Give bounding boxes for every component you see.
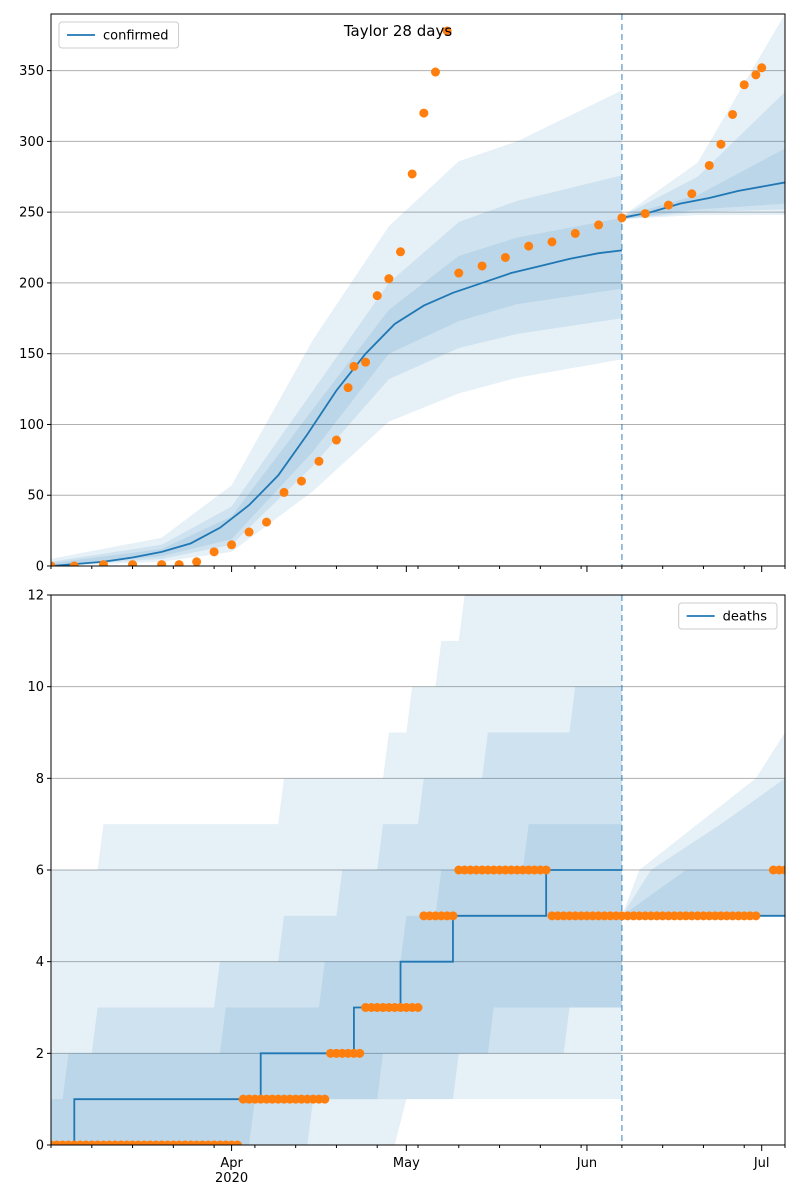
confirmed-panel: 0 50 100 150 200 250 300 350 confirmed <box>19 13 786 575</box>
uncertainty-band-inner <box>51 824 622 1145</box>
observed-point <box>704 160 714 170</box>
y-tick-label: 200 <box>19 276 44 291</box>
y-tick-label: 0 <box>36 1139 44 1154</box>
uncertainty-band-forecast-outer <box>621 732 785 916</box>
y-tick-label: 100 <box>19 418 44 433</box>
y-tick-label: 300 <box>19 135 44 150</box>
observed-point <box>617 213 627 223</box>
observed-point <box>570 228 580 238</box>
observed-point <box>396 247 406 257</box>
observed-point <box>192 557 202 566</box>
observed-point <box>69 561 79 566</box>
x-tick-label: Apr <box>220 1156 243 1171</box>
uncertainty-band-forecast-inner <box>621 148 785 220</box>
observed-point <box>500 252 510 262</box>
y-tick-label: 250 <box>19 206 44 221</box>
observed-point <box>384 274 394 284</box>
uncertainty-band-outer <box>51 90 622 566</box>
observed-point <box>413 1003 423 1012</box>
observed-points <box>51 26 767 566</box>
legend-box <box>58 21 180 49</box>
legend-box <box>678 602 778 630</box>
uncertainty-band-middle <box>51 175 622 566</box>
median-line <box>51 249 622 566</box>
uncertainty-band-outer <box>51 595 622 1145</box>
observed-point <box>448 911 458 921</box>
legend: deaths <box>678 602 778 630</box>
observed-point <box>209 547 219 557</box>
observed-point <box>594 220 604 230</box>
y-tick-label: 6 <box>36 864 44 879</box>
observed-point <box>372 291 382 301</box>
observed-point <box>640 209 650 219</box>
uncertainty-band-forecast-middle <box>621 778 785 916</box>
x-tick-label: May <box>393 1156 420 1171</box>
observed-point <box>728 109 738 119</box>
x-tick-sublabel: 2020 <box>215 1171 248 1186</box>
chart-title: Taylor 28 days <box>343 22 452 40</box>
y-tick-label: 8 <box>36 772 44 787</box>
uncertainty-band-middle <box>51 686 622 1145</box>
observed-point <box>262 517 272 527</box>
legend-label: confirmed <box>103 29 169 44</box>
observed-point <box>454 268 464 278</box>
observed-point <box>355 1048 365 1058</box>
observed-point <box>419 108 429 118</box>
observed-points <box>51 865 785 1145</box>
legend-label: deaths <box>723 610 768 625</box>
observed-point <box>757 63 767 73</box>
observed-point <box>716 139 726 149</box>
legend: confirmed <box>58 21 180 49</box>
y-tick-label: 12 <box>27 589 44 604</box>
observed-point <box>232 1140 242 1145</box>
observed-point <box>524 241 534 251</box>
y-tick-label: 150 <box>19 347 44 362</box>
observed-point <box>331 435 341 445</box>
x-tick-label: Jun <box>576 1156 597 1171</box>
observed-point <box>442 26 452 36</box>
observed-point <box>739 80 749 90</box>
uncertainty-band-forecast-middle <box>621 91 785 220</box>
observed-point <box>349 361 359 371</box>
observed-point <box>244 527 254 537</box>
observed-point <box>687 189 697 199</box>
observed-point <box>98 560 108 566</box>
observed-point <box>157 560 167 566</box>
y-tick-label: 350 <box>19 64 44 79</box>
observed-point <box>174 560 184 566</box>
observed-point <box>343 383 353 393</box>
observed-point <box>663 200 673 210</box>
y-tick-label: 0 <box>36 560 44 575</box>
observed-point <box>51 561 56 566</box>
y-tick-label: 10 <box>27 680 44 695</box>
uncertainty-band-forecast-outer <box>621 14 785 220</box>
plot-area <box>51 14 785 566</box>
observed-point <box>407 169 417 179</box>
plot-area <box>51 595 785 1145</box>
observed-point <box>541 865 551 875</box>
y-tick-label: 2 <box>36 1047 44 1062</box>
observed-point <box>320 1094 330 1104</box>
y-tick-label: 4 <box>36 955 44 970</box>
observed-point <box>279 487 289 497</box>
observed-point <box>314 456 324 466</box>
observed-point <box>751 70 761 80</box>
uncertainty-band-forecast-inner <box>621 870 785 916</box>
observed-point <box>128 560 138 566</box>
x-tick-label: Jul <box>753 1156 770 1171</box>
observed-point <box>430 67 440 77</box>
observed-point <box>780 865 785 875</box>
observed-point <box>227 540 237 550</box>
observed-point <box>547 237 557 247</box>
observed-point <box>296 476 306 486</box>
observed-point <box>361 357 371 367</box>
observed-point <box>477 261 487 271</box>
y-tick-label: 50 <box>27 489 44 504</box>
observed-point <box>751 911 761 921</box>
